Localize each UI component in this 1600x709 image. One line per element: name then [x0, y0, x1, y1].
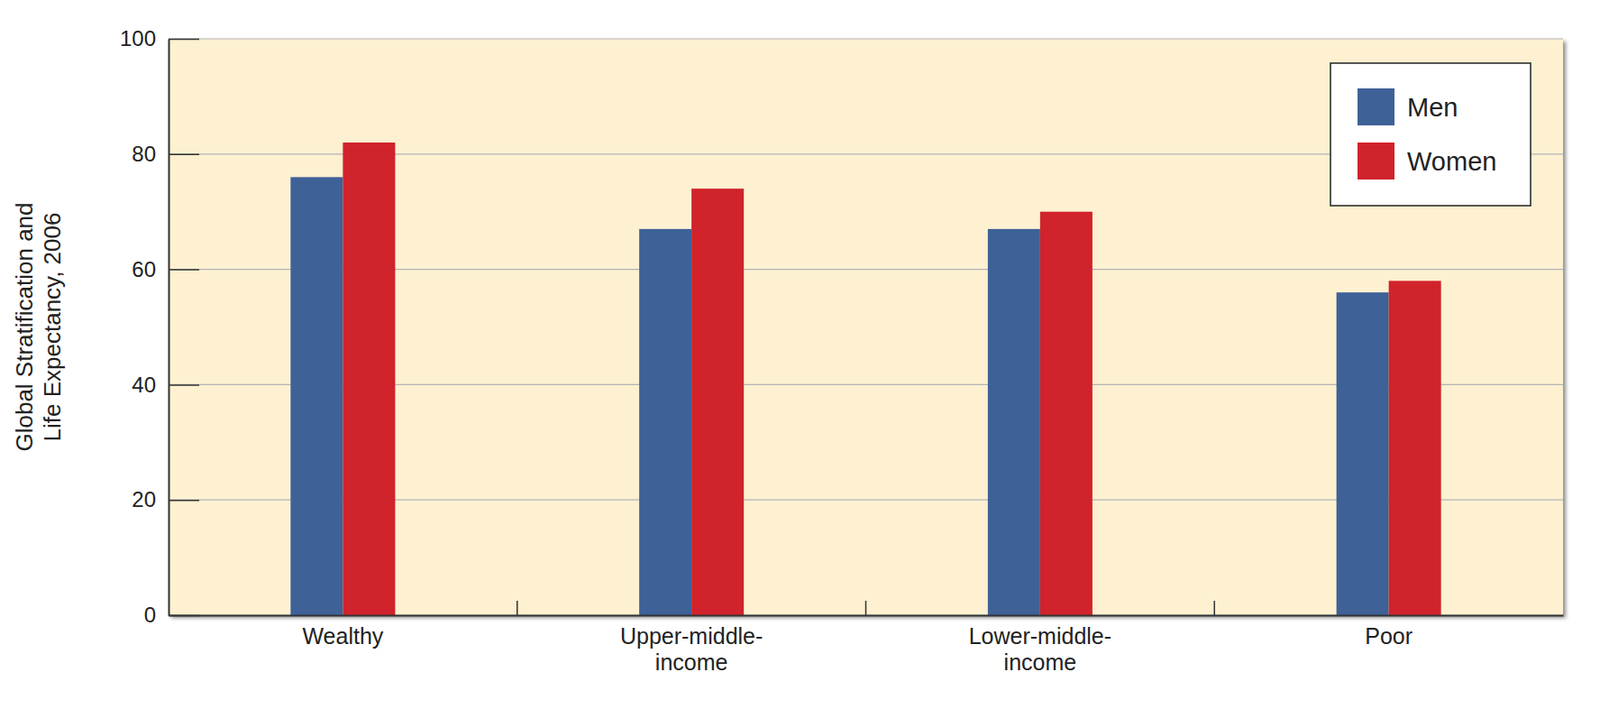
bar: [290, 176, 343, 615]
y-tick-label: 60: [131, 256, 156, 282]
y-tick: 60: [131, 256, 200, 282]
y-tick-label: 0: [144, 602, 156, 627]
x-axis: Wealthy Upper-middle-income Lower-middle-i…: [169, 614, 1564, 675]
legend-swatch: [1357, 142, 1395, 180]
y-axis-line: [168, 39, 171, 616]
x-tick: Lower-middle-income: [969, 614, 1112, 675]
series-bars: [290, 176, 1389, 615]
chart-svg: 0 20 40 60 80 100 Wealthy Upper-middle-income Lo…: [0, 0, 1600, 709]
x-tick-label: Upper-middle-income: [620, 622, 763, 675]
legend-item: Women: [1357, 142, 1497, 180]
y-tick-mark: [168, 154, 200, 156]
y-axis: 0 20 40 60 80 100: [119, 26, 200, 627]
bar: [1040, 211, 1093, 615]
chart-container: 0 20 40 60 80 100 Wealthy Upper-middle-income Lo…: [0, 0, 1600, 709]
legend-label: Women: [1407, 146, 1497, 176]
y-axis-title: Global Stratification andLife Expectancy…: [10, 201, 66, 451]
bar: [639, 228, 692, 615]
grid-line: [168, 613, 1564, 615]
legend-label: Men: [1407, 92, 1458, 122]
x-separator: [516, 600, 519, 615]
x-tick: Poor: [1364, 614, 1413, 649]
y-tick-mark: [168, 499, 200, 502]
plot-background: [168, 38, 1564, 615]
y-tick-label: 80: [131, 141, 156, 166]
bar: [342, 142, 395, 615]
bar: [691, 188, 744, 615]
bar: [987, 228, 1041, 615]
x-tick-label: Lower-middle-income: [969, 622, 1112, 675]
x-separators: [517, 600, 1216, 615]
y-tick: 80: [131, 141, 200, 166]
bar: [1389, 280, 1442, 615]
legend: Men Women: [1330, 63, 1531, 206]
x-tick: Wealthy: [301, 614, 384, 649]
x-tick-label: Wealthy: [301, 622, 384, 649]
series-bars: [342, 142, 1441, 615]
plot: 0 20 40 60 80 100 Wealthy Upper-middle-income Lo…: [119, 26, 1564, 674]
grid-line: [168, 37, 1564, 39]
y-tick-mark: [168, 268, 200, 271]
legend-swatch: [1357, 88, 1395, 126]
bar: [1336, 292, 1390, 615]
x-tick: Upper-middle-income: [620, 614, 763, 675]
y-tick-mark: [168, 384, 200, 386]
legend-box: [1330, 63, 1531, 206]
y-tick: 40: [131, 372, 200, 397]
x-tick-label: Poor: [1364, 622, 1413, 649]
y-tick-mark: [168, 38, 200, 41]
bars: [290, 142, 1441, 615]
y-tick: 20: [131, 486, 200, 512]
y-tick: 100: [119, 26, 200, 51]
y-tick-label: 40: [131, 372, 156, 397]
y-tick-label: 100: [119, 26, 156, 51]
y-tick-label: 20: [131, 486, 156, 512]
x-axis-line: [169, 614, 1564, 617]
legend-item: Men: [1357, 88, 1458, 126]
x-separator: [1214, 600, 1216, 615]
grid: [168, 38, 1564, 615]
x-separator: [865, 600, 868, 615]
